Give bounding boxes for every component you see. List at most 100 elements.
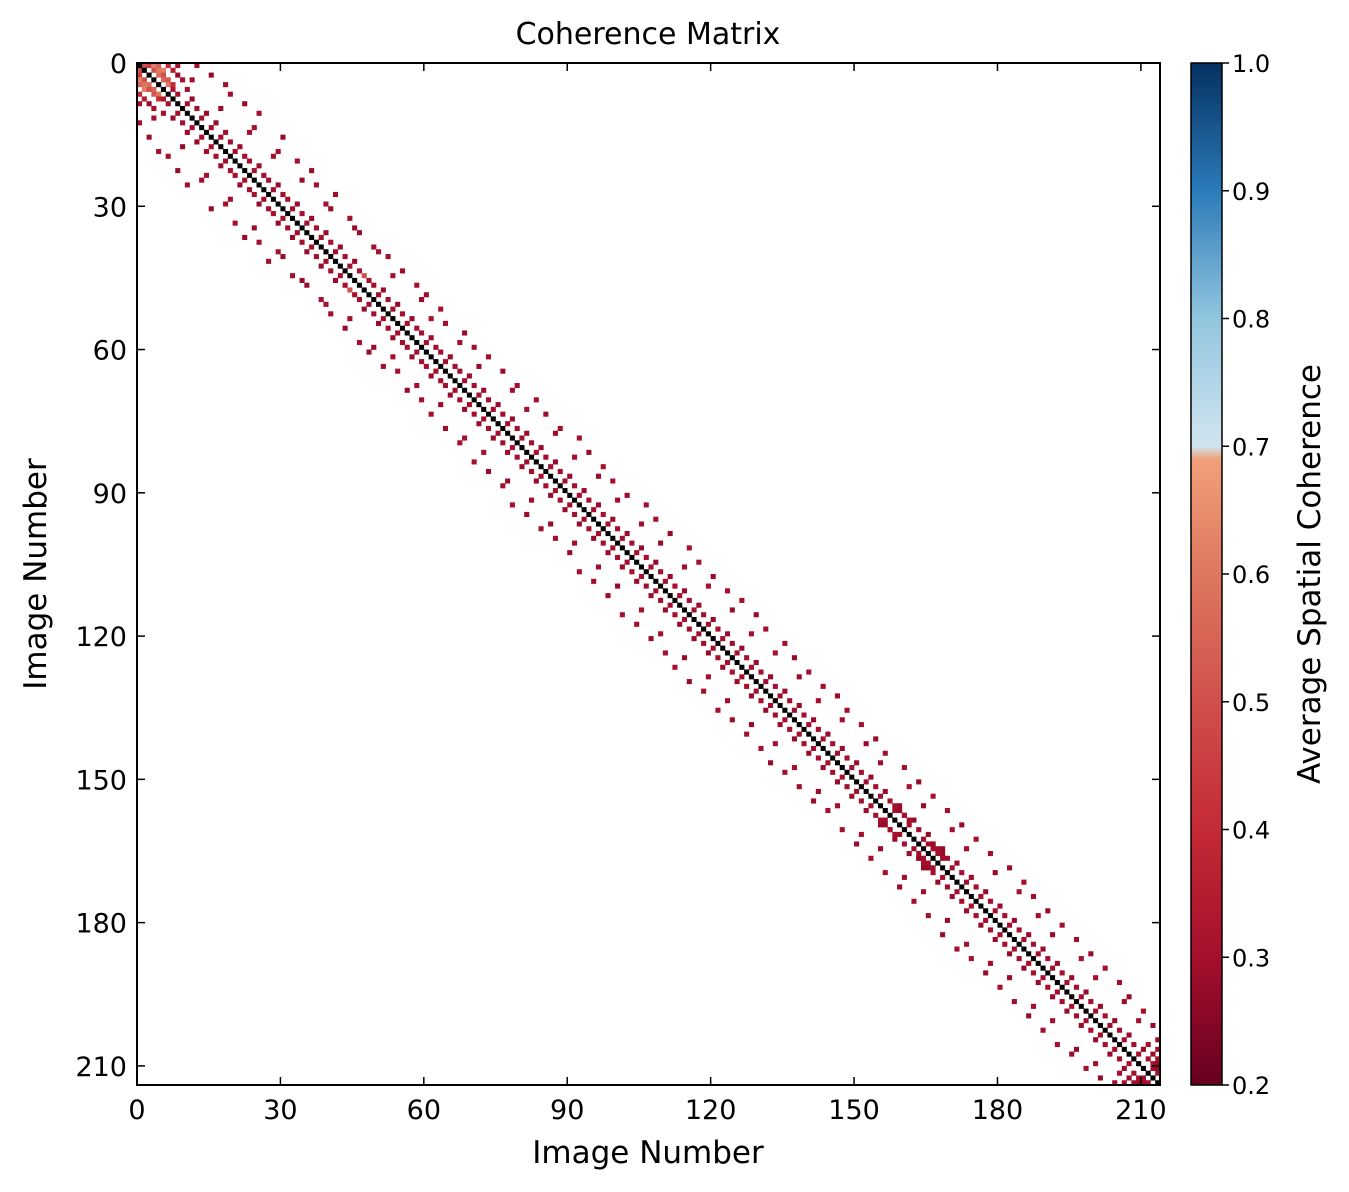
diagonal-cell <box>815 741 821 747</box>
heatmap-cell <box>165 63 171 69</box>
heatmap-cell <box>548 492 554 498</box>
heatmap-cell <box>199 115 205 121</box>
heatmap-cell <box>514 454 520 460</box>
heatmap-cell <box>1002 941 1008 947</box>
heatmap-cell <box>194 139 200 145</box>
heatmap-cell <box>681 564 688 570</box>
heatmap-cell <box>863 741 869 747</box>
heatmap-cell <box>528 497 535 503</box>
heatmap-cell <box>533 449 539 455</box>
heatmap-cell <box>528 440 535 446</box>
diagonal-cell <box>1140 1065 1146 1071</box>
heatmap-cell <box>572 483 578 489</box>
diagonal-cell <box>1021 946 1027 952</box>
diagonal-cell <box>753 679 759 685</box>
heatmap-cell <box>1083 1065 1089 1071</box>
heatmap-cell <box>146 134 152 140</box>
heatmap-cell <box>834 750 841 756</box>
heatmap-cell <box>1064 1008 1070 1014</box>
heatmap-cell <box>658 631 664 637</box>
diagonal-cell <box>404 330 410 336</box>
heatmap-cell <box>1035 979 1041 986</box>
heatmap-cell <box>605 550 611 556</box>
heatmap-cell <box>137 82 143 88</box>
heatmap-cell <box>839 717 845 723</box>
diagonal-cell <box>787 712 793 718</box>
heatmap-cell <box>772 712 778 718</box>
heatmap-cell <box>978 922 984 928</box>
heatmap-cell <box>586 526 592 532</box>
heatmap-cell <box>1131 1080 1137 1085</box>
heatmap-cell <box>877 793 884 799</box>
heatmap-cell <box>748 631 754 637</box>
heatmap-cell <box>352 292 358 298</box>
heatmap-cell <box>858 798 864 804</box>
heatmap-cell <box>954 860 960 866</box>
heatmap-cell <box>242 153 248 159</box>
heatmap-cell <box>811 717 817 723</box>
heatmap-cell <box>744 655 750 661</box>
diagonal-cell <box>1102 1027 1108 1033</box>
heatmap-cell <box>337 244 343 250</box>
diagonal-cell <box>242 168 248 174</box>
diagonal-cell <box>141 67 147 73</box>
diagonal-cell <box>572 497 578 503</box>
heatmap-cell <box>968 903 974 909</box>
heatmap-cell <box>246 158 253 164</box>
heatmap-cell <box>753 612 759 618</box>
heatmap-cell <box>409 316 415 322</box>
diagonal-cell <box>1112 1037 1118 1043</box>
heatmap-cell <box>677 621 683 627</box>
heatmap-cell <box>213 120 219 126</box>
heatmap-cell <box>744 731 750 737</box>
diagonal-cell <box>218 144 224 150</box>
heatmap-cell <box>452 363 458 369</box>
heatmap-cell <box>361 306 367 312</box>
diagonal-cell <box>1059 984 1065 990</box>
diagonal-cell <box>160 86 166 92</box>
diagonal-cell <box>1050 975 1056 981</box>
diagonal-cell <box>1026 951 1032 957</box>
heatmap-cell <box>586 497 592 503</box>
heatmap-cell <box>481 449 487 455</box>
heatmap-cell <box>944 884 950 890</box>
heatmap-cell <box>940 846 946 852</box>
heatmap-cell <box>380 316 386 322</box>
diagonal-cell <box>959 884 965 890</box>
heatmap-cell <box>337 273 343 279</box>
x-tick-label: 60 <box>407 1095 441 1126</box>
diagonal-cell <box>830 755 836 761</box>
heatmap-cell <box>165 101 171 107</box>
heatmap-cell <box>739 645 745 651</box>
heatmap-cell <box>218 163 224 169</box>
heatmap-cell <box>280 191 286 198</box>
heatmap-cell <box>739 597 745 603</box>
heatmap-cell <box>992 870 998 876</box>
heatmap-cell <box>720 664 726 670</box>
heatmap-cell <box>1093 1008 1099 1014</box>
heatmap-cell <box>1121 1065 1127 1071</box>
diagonal-cell <box>1145 1070 1151 1076</box>
heatmap-cell <box>342 254 348 260</box>
diagonal-cell <box>390 316 396 322</box>
heatmap-cell <box>811 798 817 804</box>
diagonal-cell <box>658 583 664 589</box>
heatmap-cell <box>954 946 960 952</box>
heatmap-cell <box>1136 1075 1142 1081</box>
heatmap-cell <box>705 674 711 680</box>
heatmap-cell <box>724 659 731 666</box>
heatmap-cell <box>758 698 764 704</box>
heatmap-cell <box>548 521 554 527</box>
heatmap-cell <box>672 664 678 670</box>
heatmap-cell <box>318 263 324 269</box>
heatmap-cell <box>724 698 731 704</box>
diagonal-cell <box>227 153 233 159</box>
diagonal-cell <box>1040 965 1046 971</box>
heatmap-cell <box>978 893 984 900</box>
heatmap-cell <box>1030 941 1037 947</box>
diagonal-cell <box>944 870 950 876</box>
heatmap-cell <box>920 855 927 861</box>
diagonal-cell <box>882 808 888 814</box>
heatmap-cell <box>347 316 353 322</box>
diagonal-cell <box>505 430 511 436</box>
